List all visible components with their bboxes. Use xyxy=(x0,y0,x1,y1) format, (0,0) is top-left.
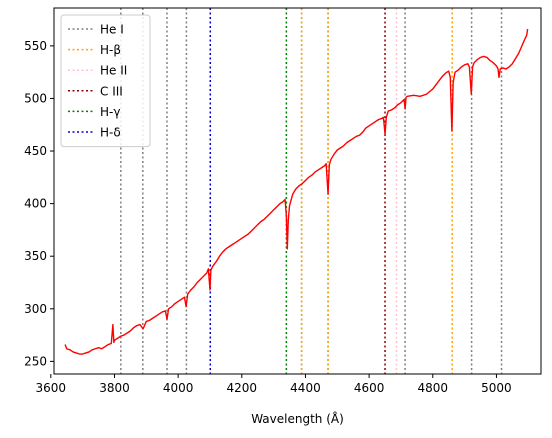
x-tick-label: 4600 xyxy=(354,381,385,395)
plot-frame xyxy=(53,7,542,375)
x-tick-label: 4800 xyxy=(418,381,449,395)
legend-label: H-δ xyxy=(100,126,121,140)
legend-label: H-γ xyxy=(100,105,120,119)
legend: He I H-β He II C III H-γ H-δ xyxy=(60,14,151,148)
series-layer xyxy=(64,28,529,355)
y-axis: 250 300 350 400 450 500 550 xyxy=(24,39,54,368)
y-tick-label: 400 xyxy=(24,197,47,211)
x-tick-label: 3600 xyxy=(36,381,67,395)
legend-label: He II xyxy=(100,64,127,78)
legend-box xyxy=(60,14,151,148)
spectrum-line-0 xyxy=(64,28,529,355)
legend-label: C III xyxy=(100,84,123,98)
legend-label: He I xyxy=(100,23,124,37)
legend-label: H-β xyxy=(100,43,121,57)
x-tick-label: 4200 xyxy=(227,381,258,395)
y-tick-label: 300 xyxy=(24,302,47,316)
y-tick-label: 250 xyxy=(24,354,47,368)
y-tick-label: 550 xyxy=(24,39,47,53)
x-tick-label: 4000 xyxy=(163,381,194,395)
y-tick-label: 500 xyxy=(24,91,47,105)
x-tick-label: 3800 xyxy=(99,381,130,395)
x-tick-label: 5000 xyxy=(481,381,512,395)
x-tick-label: 4400 xyxy=(290,381,321,395)
y-tick-label: 450 xyxy=(24,144,47,158)
x-axis: 3600 3800 4000 4200 4400 4600 4800 5000 xyxy=(36,374,512,395)
y-tick-label: 350 xyxy=(24,249,47,263)
x-axis-label: Wavelength (Å) xyxy=(251,411,344,426)
